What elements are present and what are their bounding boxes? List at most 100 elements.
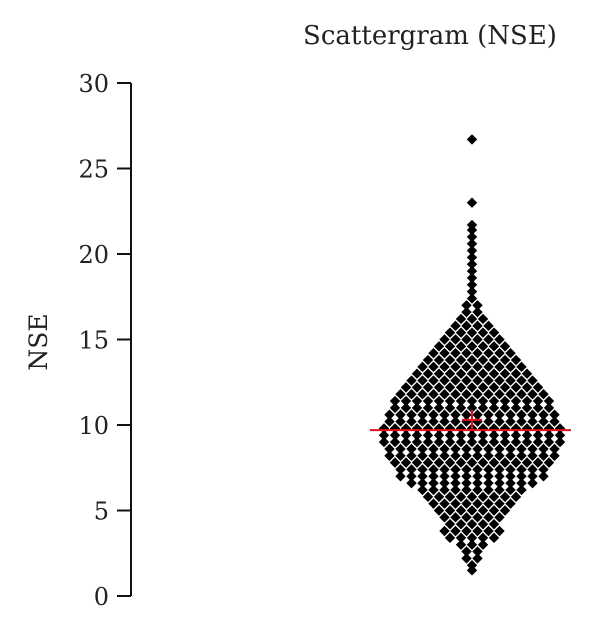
data-point: [411, 395, 423, 407]
data-point: [488, 505, 500, 516]
data-point: [450, 464, 461, 475]
data-point: [450, 477, 461, 489]
data-point: [543, 457, 555, 468]
data-point: [461, 334, 472, 345]
data-point: [510, 491, 522, 503]
data-point: [400, 402, 412, 414]
data-point: [439, 525, 450, 537]
data-point: [472, 471, 483, 482]
data-point: [428, 443, 439, 455]
data-point: [472, 320, 483, 332]
data-point: [466, 505, 478, 516]
data-point: [450, 389, 461, 400]
data-point: [477, 518, 489, 530]
data-point: [477, 457, 489, 468]
data-point: [488, 457, 500, 468]
data-point: [477, 382, 489, 393]
data-point: [450, 416, 461, 427]
data-point: [406, 389, 417, 400]
data-point: [406, 450, 417, 461]
y-tick-label: 25: [78, 156, 109, 184]
data-point: [461, 306, 472, 318]
data-point: [428, 347, 439, 359]
data-point: [466, 539, 478, 550]
data-point: [499, 430, 511, 441]
data-point: [505, 347, 516, 359]
data-point: [422, 402, 434, 414]
data-point: [422, 430, 434, 441]
data-point: [417, 464, 428, 475]
data-point: [389, 402, 401, 414]
data-point: [439, 347, 450, 359]
data-point: [472, 450, 483, 461]
data-point: [505, 484, 516, 496]
data-point: [499, 382, 511, 393]
data-point: [455, 457, 467, 468]
data-point: [417, 409, 428, 420]
data-point: [444, 382, 456, 393]
data-point: [466, 313, 478, 325]
data-point: [428, 361, 439, 373]
data-point: [378, 436, 390, 448]
data-point: [549, 416, 560, 427]
data-point: [466, 252, 478, 263]
data-point: [527, 409, 538, 420]
data-point: [477, 313, 489, 325]
data-point: [466, 279, 478, 290]
data-point: [439, 477, 450, 489]
data-point: [466, 436, 478, 448]
data-point: [472, 306, 483, 318]
data-point: [549, 409, 560, 420]
data-point: [516, 443, 527, 455]
data-point: [433, 395, 445, 407]
data-point: [406, 375, 417, 386]
data-point: [433, 382, 445, 393]
data-point: [439, 334, 450, 345]
data-point: [384, 409, 395, 420]
data-point: [466, 245, 478, 256]
data-point: [439, 464, 450, 475]
data-point: [494, 471, 505, 482]
data-point: [422, 368, 434, 379]
data-point: [411, 436, 423, 448]
data-point: [538, 450, 549, 461]
data-point: [428, 464, 439, 475]
data-point: [510, 436, 522, 448]
data-point: [532, 436, 544, 448]
data-point: [455, 341, 467, 352]
data-point: [384, 443, 395, 455]
data-point: [483, 498, 494, 509]
data-point: [554, 430, 566, 441]
data-point: [444, 457, 456, 468]
data-point: [505, 443, 516, 455]
data-point: [472, 443, 483, 455]
data-point: [450, 347, 461, 359]
data-point: [400, 436, 412, 448]
data-point: [461, 375, 472, 386]
data-point: [527, 375, 538, 386]
data-point: [455, 402, 467, 414]
data-point: [466, 457, 478, 468]
data-point: [428, 484, 439, 496]
data-point: [422, 354, 434, 366]
data-point: [417, 416, 428, 427]
data-point: [406, 477, 417, 489]
data-point: [395, 443, 406, 455]
data-point: [510, 354, 522, 366]
data-point: [549, 443, 560, 455]
data-point: [499, 402, 511, 414]
data-point: [527, 443, 538, 455]
data-point: [527, 464, 538, 475]
data-point: [527, 477, 538, 489]
data-point: [422, 382, 434, 393]
data-point: [461, 450, 472, 461]
data-point: [466, 224, 478, 236]
data-point: [466, 238, 478, 249]
data-point: [472, 484, 483, 496]
data-point: [406, 409, 417, 420]
data-point: [483, 477, 494, 489]
data-point: [494, 443, 505, 455]
data-point: [439, 484, 450, 496]
data-point: [455, 518, 467, 530]
data-points: [378, 134, 566, 576]
